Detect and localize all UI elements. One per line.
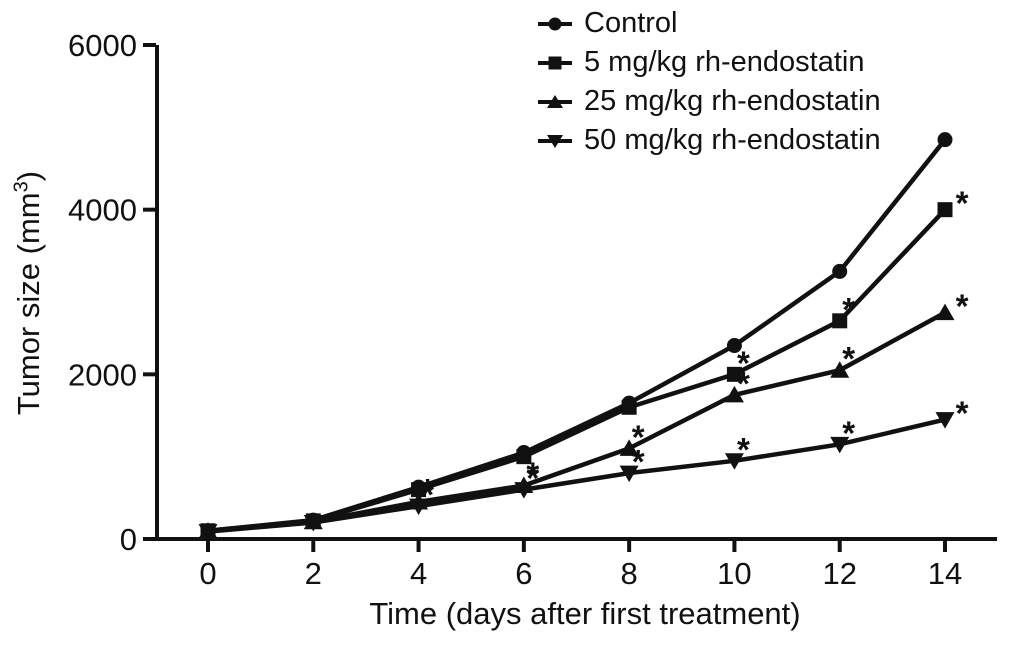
significance-asterisk: *	[956, 395, 969, 432]
significance-asterisk: *	[842, 414, 855, 451]
significance-asterisk: *	[956, 288, 969, 325]
square-marker	[937, 202, 953, 218]
x-tick-label: 14	[928, 556, 962, 591]
triangle-down-marker	[198, 524, 218, 541]
circle-marker	[726, 338, 742, 354]
axes	[143, 43, 997, 552]
legend-label: 50 mg/kg rh-endostatin	[584, 124, 881, 156]
series-line	[207, 138, 947, 534]
triangle-down-marker	[724, 453, 744, 470]
series-control	[200, 132, 953, 539]
triangle-up-marker-icon	[538, 94, 572, 108]
square-marker	[726, 366, 742, 382]
significance-asterisk: *	[632, 443, 645, 480]
triangle-up-marker	[830, 361, 850, 378]
triangle-down-marker	[514, 482, 534, 499]
triangle-down-marker	[830, 436, 850, 454]
legend: Control 5 mg/kg rh-endostatin 25 mg/kg r…	[536, 4, 881, 160]
legend-item-control: Control	[536, 4, 881, 43]
x-tick-label: 8	[621, 556, 638, 591]
circle-marker-icon	[538, 17, 572, 30]
x-axis-label: Time (days after first treatment)	[369, 596, 801, 631]
x-tick-label: 2	[305, 556, 322, 591]
circle-marker	[937, 132, 953, 148]
legend-item-50mg: 50 mg/kg rh-endostatin	[536, 121, 881, 160]
triangle-up-marker	[724, 385, 744, 403]
triangle-down-marker	[935, 412, 955, 429]
legend-label: 5 mg/kg rh-endostatin	[584, 46, 865, 78]
y-tick-label: 4000	[68, 193, 137, 228]
triangle-up-marker	[935, 303, 955, 321]
significance-asterisk: *	[421, 476, 434, 513]
y-axis-label-close: )	[11, 170, 46, 182]
series-line	[207, 208, 947, 534]
x-tick-label: 0	[199, 556, 216, 591]
significance-asterisk: *	[737, 431, 750, 468]
series-50-mg-kg-rh-endostatin: * * * * **	[198, 395, 969, 541]
y-tick-label: 6000	[68, 28, 137, 63]
significance-asterisk: *	[632, 418, 645, 455]
triangle-down-marker	[619, 465, 639, 483]
legend-item-25mg: 25 mg/kg rh-endostatin	[536, 82, 881, 121]
legend-item-5mg: 5 mg/kg rh-endostatin	[536, 43, 881, 82]
square-marker	[516, 449, 532, 465]
significance-asterisk: *	[842, 340, 855, 377]
y-axis-label-superscript: 3	[10, 181, 33, 193]
triangle-down-marker-icon	[538, 134, 572, 148]
x-tick-label: 4	[410, 556, 427, 591]
square-marker	[832, 313, 848, 329]
tick-labels: 0 2 4 6 8 10 12 14 0 2000 4000 6000	[68, 28, 962, 591]
y-axis-label: Tumor size (mm3)	[8, 118, 50, 468]
square-marker	[621, 399, 637, 415]
significance-asterisk: *	[526, 460, 539, 497]
significance-asterisk: *	[737, 365, 750, 402]
circle-marker	[832, 263, 848, 279]
y-axis-label-text: Tumor size (mm	[11, 192, 46, 416]
series-line	[207, 417, 946, 534]
triangle-down-marker	[303, 515, 323, 532]
x-tick-label: 10	[717, 556, 751, 591]
square-marker-icon	[538, 56, 572, 69]
square-marker	[411, 482, 427, 498]
significance-asterisk: *	[737, 344, 750, 381]
legend-label: 25 mg/kg rh-endostatin	[584, 85, 881, 117]
y-tick-label: 0	[120, 522, 137, 557]
series-line	[207, 310, 947, 534]
x-tick-label: 12	[822, 556, 856, 591]
legend-label: Control	[584, 7, 678, 39]
y-tick-label: 2000	[68, 357, 137, 392]
significance-asterisk: *	[842, 291, 855, 328]
significance-asterisk: *	[956, 185, 969, 222]
triangle-up-marker	[619, 439, 639, 456]
x-tick-label: 6	[515, 556, 532, 591]
triangle-down-marker	[409, 498, 429, 516]
